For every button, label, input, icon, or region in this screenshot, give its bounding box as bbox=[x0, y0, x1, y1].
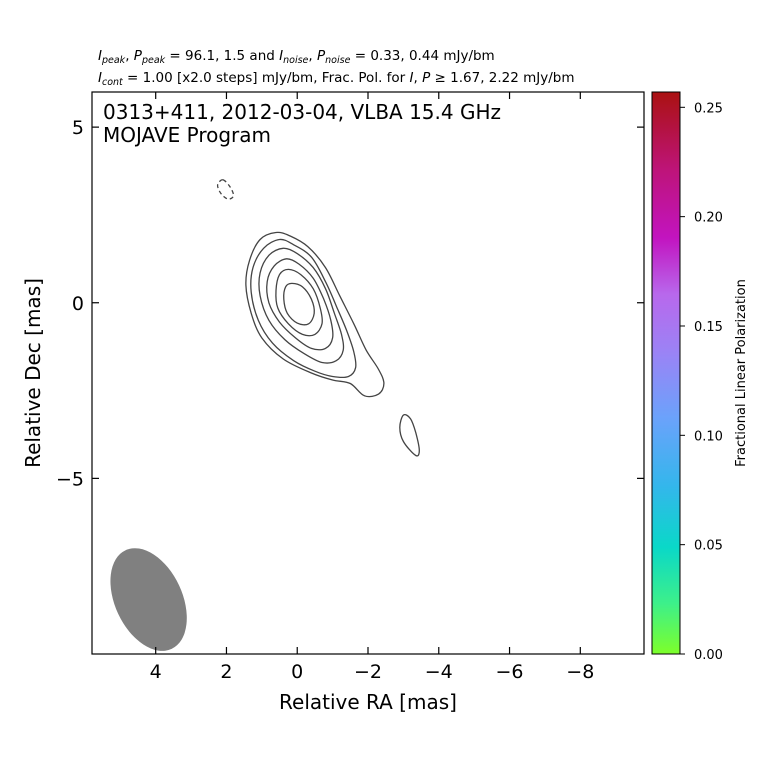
i-peak-symbol: I bbox=[98, 48, 102, 64]
x-tick-label: −4 bbox=[425, 661, 453, 683]
colorbar-tick-label: 0.15 bbox=[694, 320, 723, 335]
x-tick-label: 2 bbox=[220, 661, 232, 683]
colorbar bbox=[651, 91, 681, 655]
plot-frame bbox=[91, 91, 645, 655]
header-sep: , bbox=[413, 70, 423, 86]
colorbar-tick-label: 0.05 bbox=[694, 539, 723, 554]
beam-ellipse bbox=[110, 548, 187, 651]
negative-contour-0 bbox=[216, 179, 235, 200]
x-tick-label: −2 bbox=[354, 661, 382, 683]
source-title: 0313+411, 2012-03-04, VLBA 15.4 GHz bbox=[103, 100, 501, 124]
colorbar-tick-label: 0.00 bbox=[694, 648, 723, 663]
p-noise-symbol: P bbox=[317, 48, 326, 64]
i-peak-subscript: peak bbox=[101, 55, 126, 66]
y-tick-label: −5 bbox=[56, 468, 84, 490]
contour-6 bbox=[283, 282, 315, 326]
p-symbol: P bbox=[422, 70, 431, 86]
contour-levels-text: = 1.00 [x2.0 steps] mJy/bm, Frac. Pol. f… bbox=[122, 70, 410, 86]
header-sep: , bbox=[125, 48, 134, 64]
contour-7 bbox=[399, 414, 420, 457]
contour-2 bbox=[250, 238, 357, 379]
contour-5 bbox=[275, 268, 323, 337]
x-tick-label: 0 bbox=[291, 661, 303, 683]
header-contour-line: Icont = 1.00 [x2.0 steps] mJy/bm, Frac. … bbox=[98, 70, 575, 88]
x-tick-label: −6 bbox=[496, 661, 524, 683]
contour-4 bbox=[266, 258, 334, 351]
y-tick-label: 5 bbox=[72, 117, 84, 139]
y-axis-label: Relative Dec [mas] bbox=[21, 278, 45, 468]
x-axis-label: Relative RA [mas] bbox=[279, 690, 457, 714]
i-symbol: I bbox=[409, 70, 414, 86]
contour-3 bbox=[258, 247, 345, 364]
header-sep: , bbox=[308, 48, 317, 64]
peak-values: = 96.1, 1.5 and bbox=[165, 48, 280, 64]
colorbar-tick-label: 0.20 bbox=[694, 211, 723, 226]
program-label: MOJAVE Program bbox=[103, 123, 271, 147]
p-peak-subscript: peak bbox=[141, 55, 166, 66]
p-noise-subscript: noise bbox=[325, 55, 351, 66]
header-noise-line: Ipeak, Ppeak = 96.1, 1.5 and Inoise, Pno… bbox=[98, 48, 495, 66]
x-tick-label: 4 bbox=[150, 661, 162, 683]
y-tick-label: 0 bbox=[72, 293, 84, 315]
contour-1 bbox=[245, 231, 385, 398]
p-peak-symbol: P bbox=[133, 48, 142, 64]
i-cont-symbol: I bbox=[98, 70, 102, 86]
colorbar-label: Fractional Linear Polarization bbox=[734, 279, 749, 467]
i-cont-subscript: cont bbox=[101, 77, 123, 88]
noise-values: = 0.33, 0.44 mJy/bm bbox=[350, 48, 495, 64]
i-noise-symbol: I bbox=[279, 48, 284, 64]
pol-threshold-text: ≥ 1.67, 2.22 mJy/bm bbox=[430, 70, 575, 86]
x-tick-label: −8 bbox=[566, 661, 594, 683]
colorbar-tick-label: 0.25 bbox=[694, 101, 723, 116]
i-noise-subscript: noise bbox=[283, 55, 309, 66]
colorbar-tick-label: 0.10 bbox=[694, 429, 723, 444]
